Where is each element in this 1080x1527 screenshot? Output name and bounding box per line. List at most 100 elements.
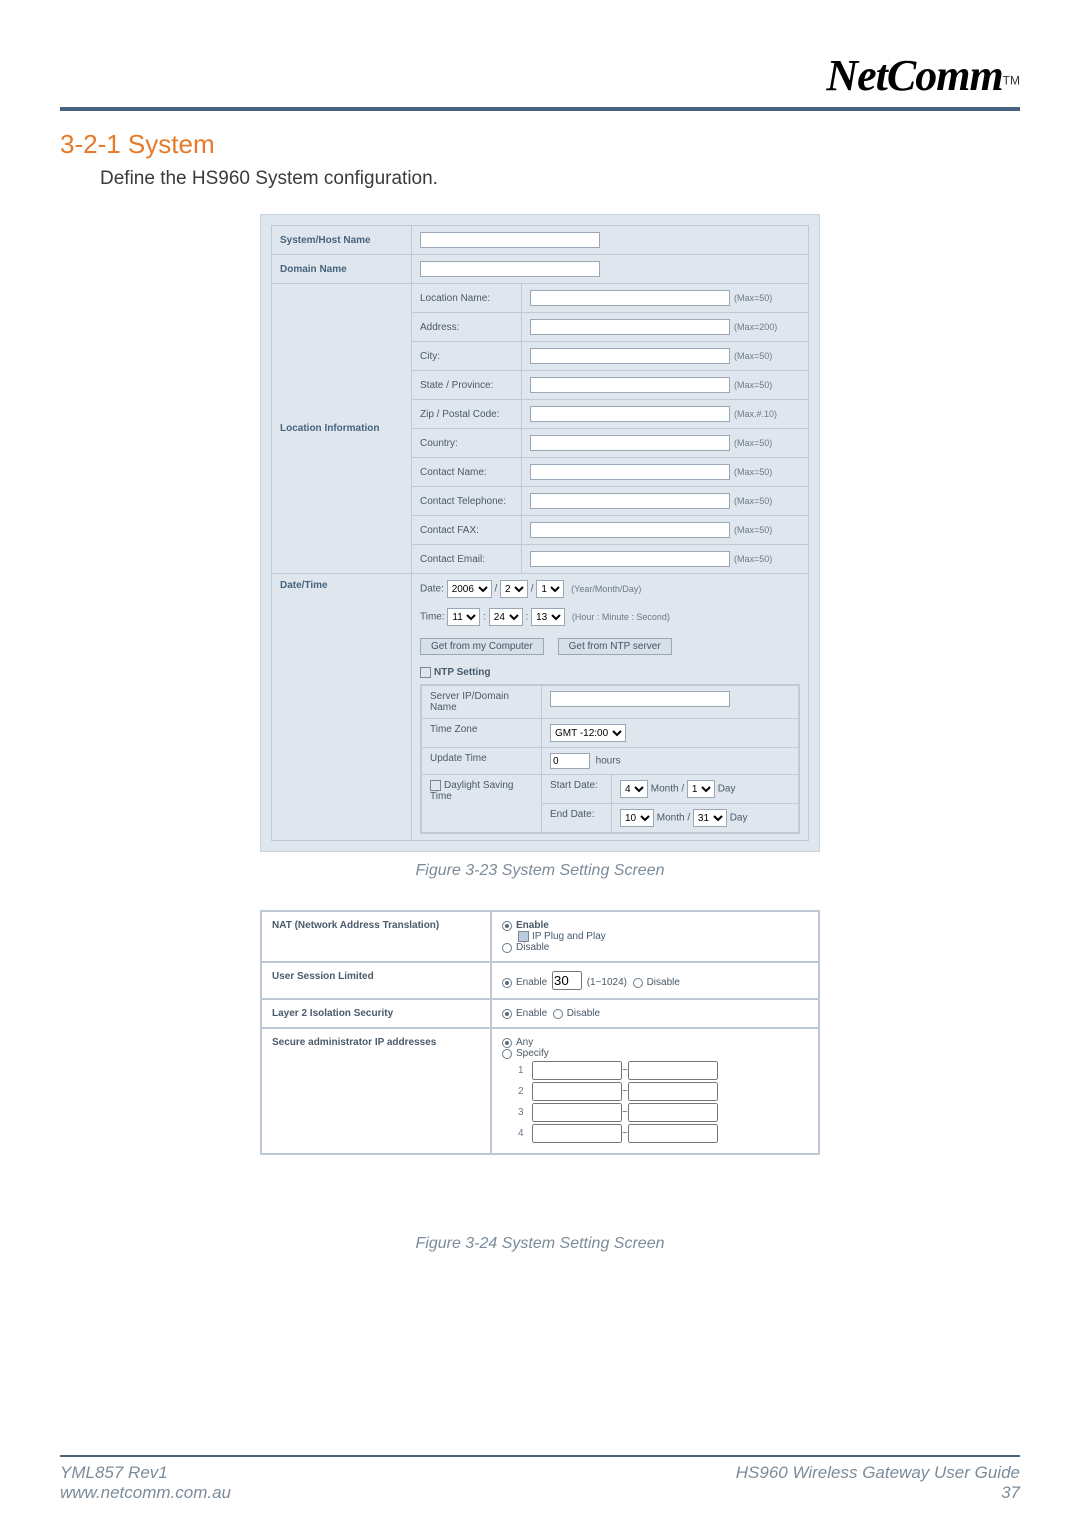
- zip-input[interactable]: [530, 406, 730, 422]
- nat-disable-radio[interactable]: [502, 943, 512, 953]
- ctel-input[interactable]: [530, 493, 730, 509]
- sec-ip3a[interactable]: [532, 1103, 622, 1122]
- usl-disable-lbl: Disable: [647, 977, 680, 988]
- hh-select[interactable]: 11: [447, 608, 480, 626]
- cemail-input[interactable]: [530, 551, 730, 567]
- s-day-select[interactable]: 1: [687, 780, 715, 798]
- month-word-2: Month /: [657, 813, 690, 824]
- ntp-server-lbl: Server IP/Domain Name: [422, 686, 542, 719]
- locname-lbl: Location Name:: [412, 284, 522, 313]
- sec-any-radio[interactable]: [502, 1038, 512, 1048]
- l2-disable-lbl: Disable: [567, 1008, 600, 1019]
- footer-guide: HS960 Wireless Gateway User Guide: [736, 1463, 1020, 1483]
- dst-check[interactable]: [430, 780, 441, 791]
- nat-enable-radio[interactable]: [502, 921, 512, 931]
- mm-select[interactable]: 24: [489, 608, 523, 626]
- tz-lbl: Time Zone: [422, 719, 542, 748]
- day-word-1: Day: [718, 784, 736, 795]
- sysname-label: System/Host Name: [272, 226, 412, 255]
- cfax-input[interactable]: [530, 522, 730, 538]
- usl-range: (1~1024): [587, 977, 627, 988]
- section-desc: Define the HS960 System configuration.: [100, 168, 1020, 190]
- date-lbl: Date:: [420, 584, 444, 595]
- zip-hint: (Max.#.10): [734, 409, 777, 419]
- usl-enable-lbl: Enable: [516, 977, 547, 988]
- mon-select[interactable]: 2: [500, 580, 528, 598]
- ntp-box: Server IP/Domain Name Time Zone GMT -12:…: [420, 684, 800, 834]
- nat-label: NAT (Network Address Translation): [272, 920, 439, 931]
- footer-rev: YML857 Rev1: [60, 1463, 231, 1483]
- ntp-check[interactable]: [420, 667, 431, 678]
- day-select[interactable]: 1: [536, 580, 564, 598]
- sec-spec-lbl: Specify: [516, 1048, 549, 1059]
- cname-input[interactable]: [530, 464, 730, 480]
- l2-enable-radio[interactable]: [502, 1009, 512, 1019]
- country-input[interactable]: [530, 435, 730, 451]
- e-day-select[interactable]: 31: [693, 809, 727, 827]
- nat-enable-lbl: Enable: [516, 920, 549, 931]
- sec-n4: 4: [518, 1128, 532, 1139]
- get-ntp-button[interactable]: Get from NTP server: [558, 638, 672, 655]
- address-input[interactable]: [530, 319, 730, 335]
- brand-logo: NetComm: [826, 50, 1002, 101]
- cemail-hint: (Max=50): [734, 554, 772, 564]
- settings-panel-2: NAT (Network Address Translation) Enable…: [260, 910, 820, 1155]
- sec-ip2b[interactable]: [628, 1082, 718, 1101]
- upd-input[interactable]: [550, 753, 590, 769]
- domain-input[interactable]: [420, 261, 600, 277]
- dt-label: Date/Time: [272, 574, 412, 841]
- footer-url: www.netcomm.com.au: [60, 1483, 231, 1503]
- ntp-server-input[interactable]: [550, 691, 730, 707]
- date-hint: (Year/Month/Day): [571, 584, 641, 594]
- domain-label: Domain Name: [272, 255, 412, 284]
- ntp-setting-lbl: NTP Setting: [434, 667, 490, 678]
- locname-hint: (Max=50): [734, 293, 772, 303]
- hours-lbl: hours: [596, 756, 621, 767]
- sec-label: Secure administrator IP addresses: [272, 1037, 436, 1048]
- page-footer: YML857 Rev1 www.netcomm.com.au HS960 Wir…: [60, 1455, 1020, 1503]
- usl-enable-radio[interactable]: [502, 978, 512, 988]
- dst-lbl: Daylight Saving Time: [430, 780, 513, 802]
- pnp-lbl: IP Plug and Play: [532, 931, 606, 942]
- e-mon-select[interactable]: 10: [620, 809, 654, 827]
- get-my-computer-button[interactable]: Get from my Computer: [420, 638, 544, 655]
- section-title: 3-2-1 System: [60, 129, 1020, 160]
- city-lbl: City:: [412, 342, 522, 371]
- time-lbl: Time:: [420, 612, 445, 623]
- tz-select[interactable]: GMT -12:00: [550, 724, 626, 742]
- sec-ip4b[interactable]: [628, 1124, 718, 1143]
- upd-lbl: Update Time: [422, 748, 542, 775]
- sec-ip3b[interactable]: [628, 1103, 718, 1122]
- sec-any-lbl: Any: [516, 1037, 533, 1048]
- country-lbl: Country:: [412, 429, 522, 458]
- top-rule: [60, 107, 1020, 111]
- sec-ip1a[interactable]: [532, 1061, 622, 1080]
- sec-ip4a[interactable]: [532, 1124, 622, 1143]
- country-hint: (Max=50): [734, 438, 772, 448]
- usl-val-input[interactable]: [552, 971, 582, 990]
- l2-enable-lbl: Enable: [516, 1008, 547, 1019]
- locname-input[interactable]: [530, 290, 730, 306]
- loc-label: Location Information: [272, 284, 412, 574]
- year-select[interactable]: 2006: [447, 580, 492, 598]
- time-hint: (Hour : Minute : Second): [572, 612, 670, 622]
- sysname-input[interactable]: [420, 232, 600, 248]
- end-date-lbl: End Date:: [542, 804, 612, 833]
- cfax-hint: (Max=50): [734, 525, 772, 535]
- fig2-caption: Figure 3-24 System Setting Screen: [60, 1235, 1020, 1253]
- footer-page: 37: [736, 1483, 1020, 1503]
- usl-disable-radio[interactable]: [633, 978, 643, 988]
- sec-spec-radio[interactable]: [502, 1049, 512, 1059]
- state-input[interactable]: [530, 377, 730, 393]
- s-mon-select[interactable]: 4: [620, 780, 648, 798]
- sec-ip1b[interactable]: [628, 1061, 718, 1080]
- l2-disable-radio[interactable]: [553, 1009, 563, 1019]
- address-lbl: Address:: [412, 313, 522, 342]
- ss-select[interactable]: 13: [531, 608, 565, 626]
- month-word-1: Month /: [651, 784, 684, 795]
- pnp-check[interactable]: [518, 931, 529, 942]
- sec-ip2a[interactable]: [532, 1082, 622, 1101]
- sec-n1: 1: [518, 1065, 532, 1076]
- city-input[interactable]: [530, 348, 730, 364]
- day-word-2: Day: [730, 813, 748, 824]
